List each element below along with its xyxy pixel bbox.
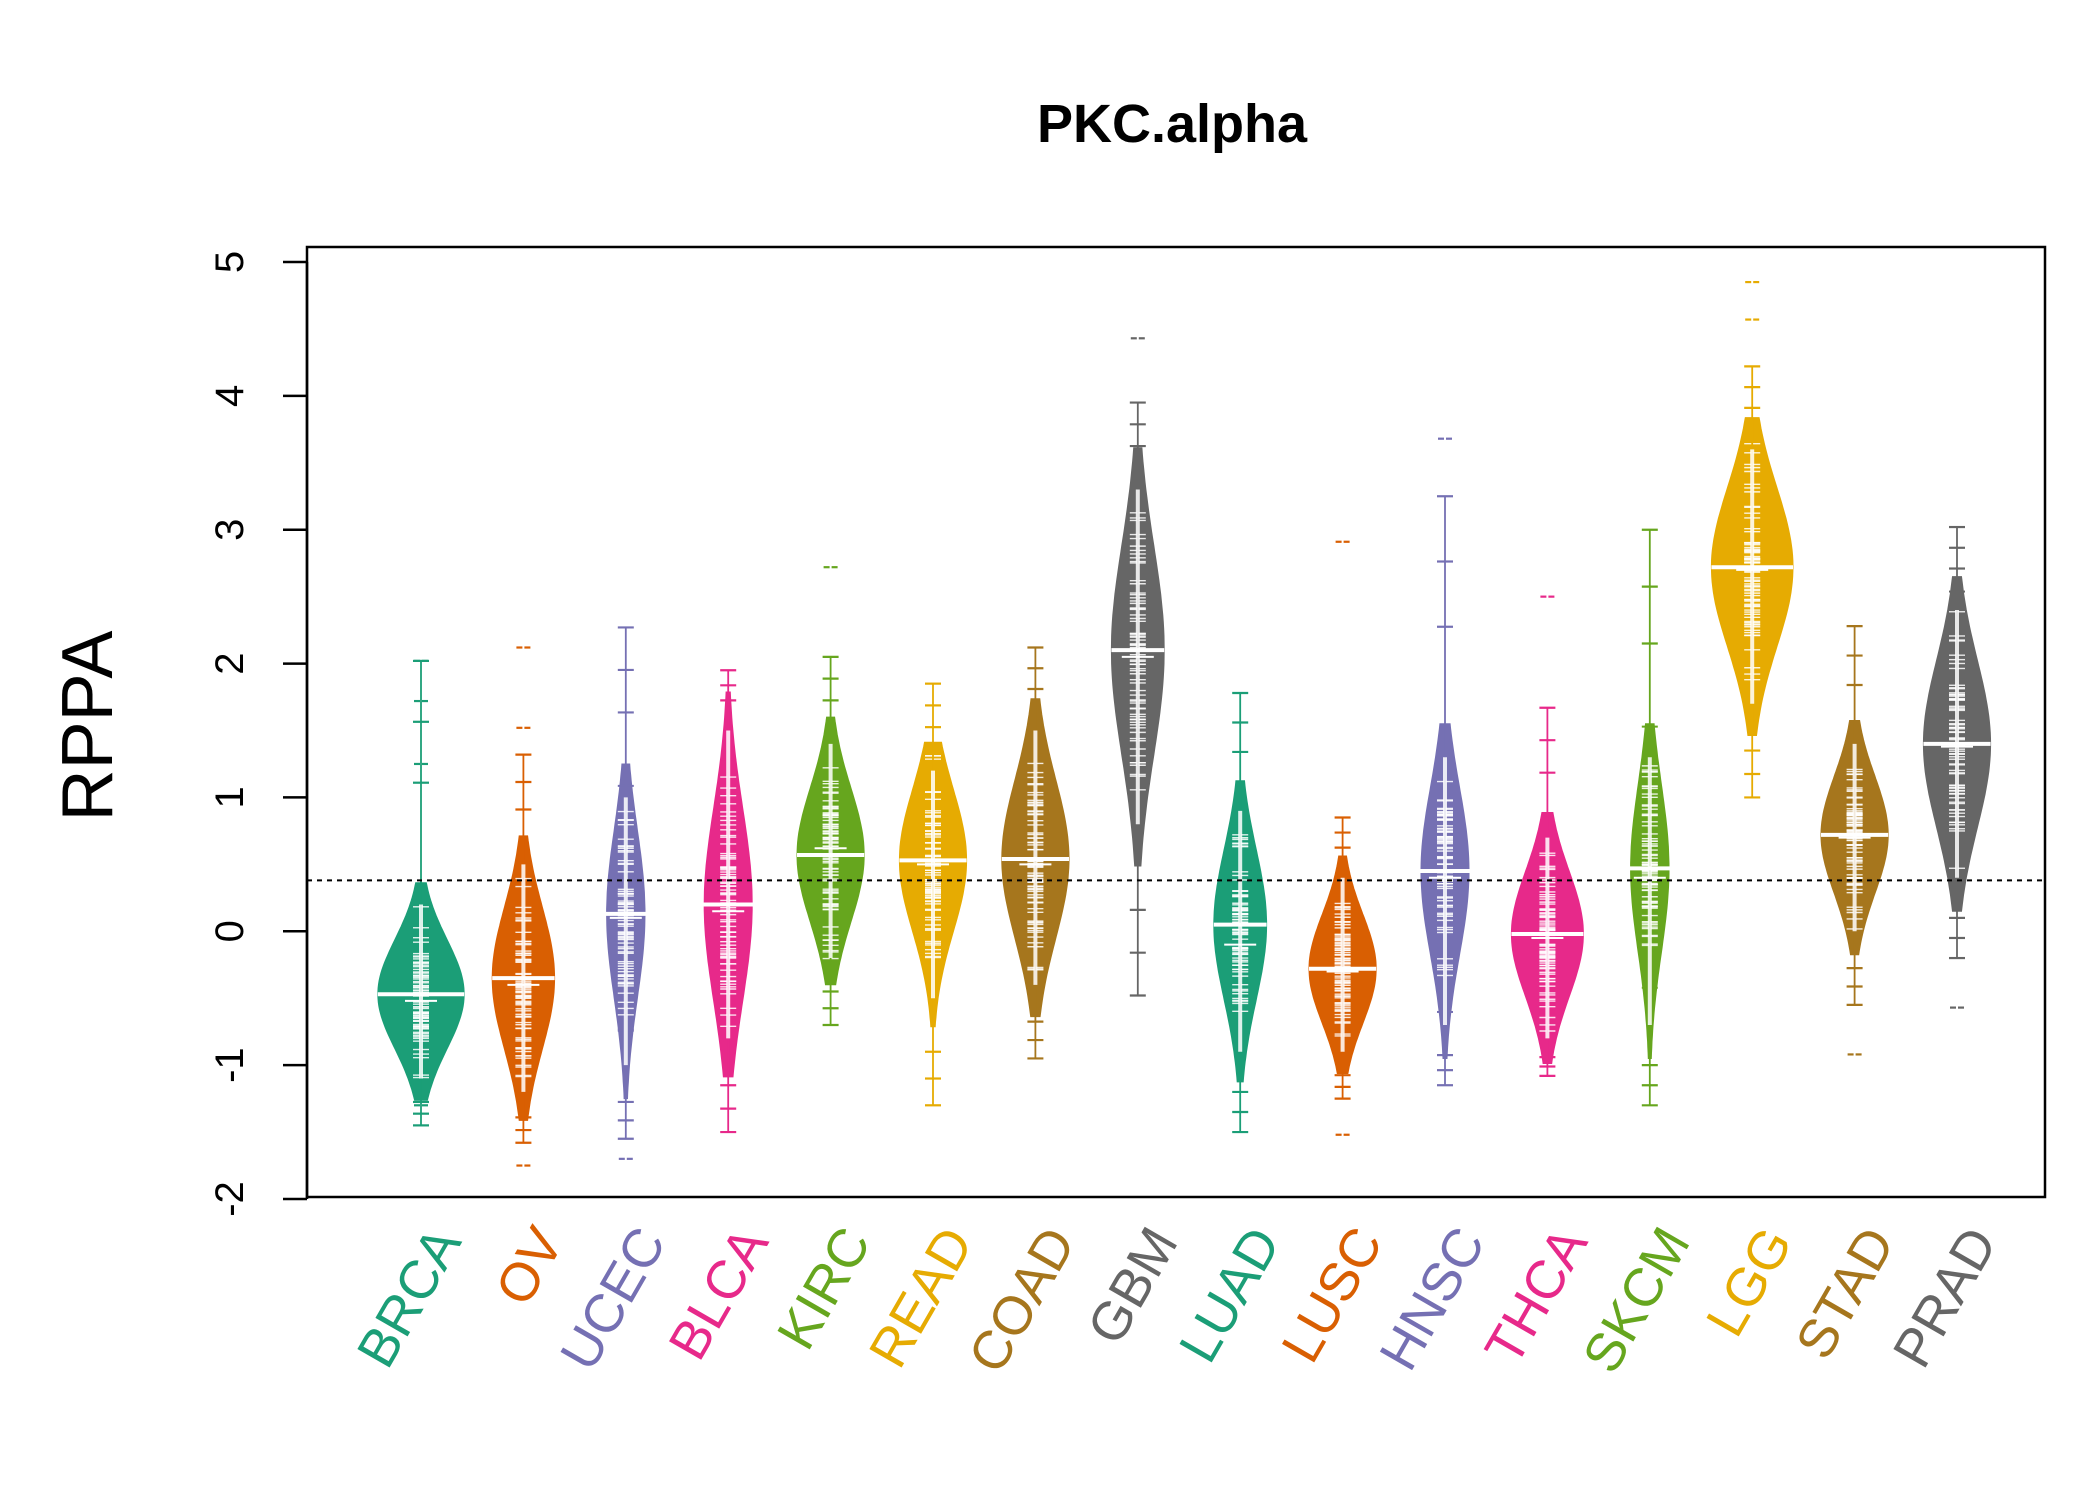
bean-stad [1820, 624, 1889, 1056]
x-tick-label-coad: COAD [957, 1218, 1087, 1383]
x-tick-label-ov: OV [484, 1218, 575, 1316]
y-tick-label: 3 [208, 519, 252, 541]
bean-ov [491, 646, 556, 1167]
x-tick-label-luad: LUAD [1168, 1218, 1292, 1373]
x-tick-label-ucec: UCEC [549, 1218, 677, 1381]
x-tick-label-lgg: LGG [1695, 1218, 1804, 1347]
y-tick-label: 1 [208, 786, 252, 808]
bean-group [377, 280, 1992, 1167]
bean-gbm [1110, 337, 1165, 997]
y-tick-label: 2 [208, 652, 252, 674]
x-tick-label-skcm: SKCM [1572, 1218, 1702, 1383]
y-axis-label: RPPA [48, 631, 128, 822]
x-tick-label-hnsc: HNSC [1368, 1218, 1496, 1381]
bean-hnsc [1419, 437, 1471, 1087]
y-axis: -2 -1 0 1 2 3 4 5 [208, 251, 309, 1217]
y-tick-label: -1 [208, 1047, 252, 1083]
bean-prad [1922, 525, 1992, 1009]
bean-read [898, 682, 968, 1107]
y-tick-label: 4 [208, 385, 252, 407]
chart-title: PKC.alpha [1037, 94, 1308, 154]
y-tick-label: 0 [208, 920, 252, 942]
bean-kirc [796, 566, 865, 1027]
bean-skcm [1623, 528, 1676, 1107]
x-axis: BRCA OVUCECBLCAKIRCREADCOADGBMLUADLUSCHNS… [346, 1218, 2009, 1383]
plot-frame [305, 245, 2047, 1199]
bean-lusc [1308, 540, 1377, 1136]
bean-coad [1001, 646, 1070, 1060]
bean-brca [377, 659, 465, 1127]
x-tick-label-blca: BLCA [657, 1218, 780, 1370]
bean-thca [1510, 595, 1584, 1077]
y-tick-label: -2 [208, 1181, 252, 1217]
y-tick-label: 5 [208, 251, 252, 273]
bean-ucec [599, 626, 652, 1160]
bean-blca [702, 669, 755, 1134]
x-tick-label-prad: PRAD [1882, 1218, 2009, 1378]
x-tick-label-brca: BRCA [346, 1218, 473, 1378]
bean-lgg [1710, 280, 1794, 799]
bean-luad [1213, 691, 1268, 1134]
